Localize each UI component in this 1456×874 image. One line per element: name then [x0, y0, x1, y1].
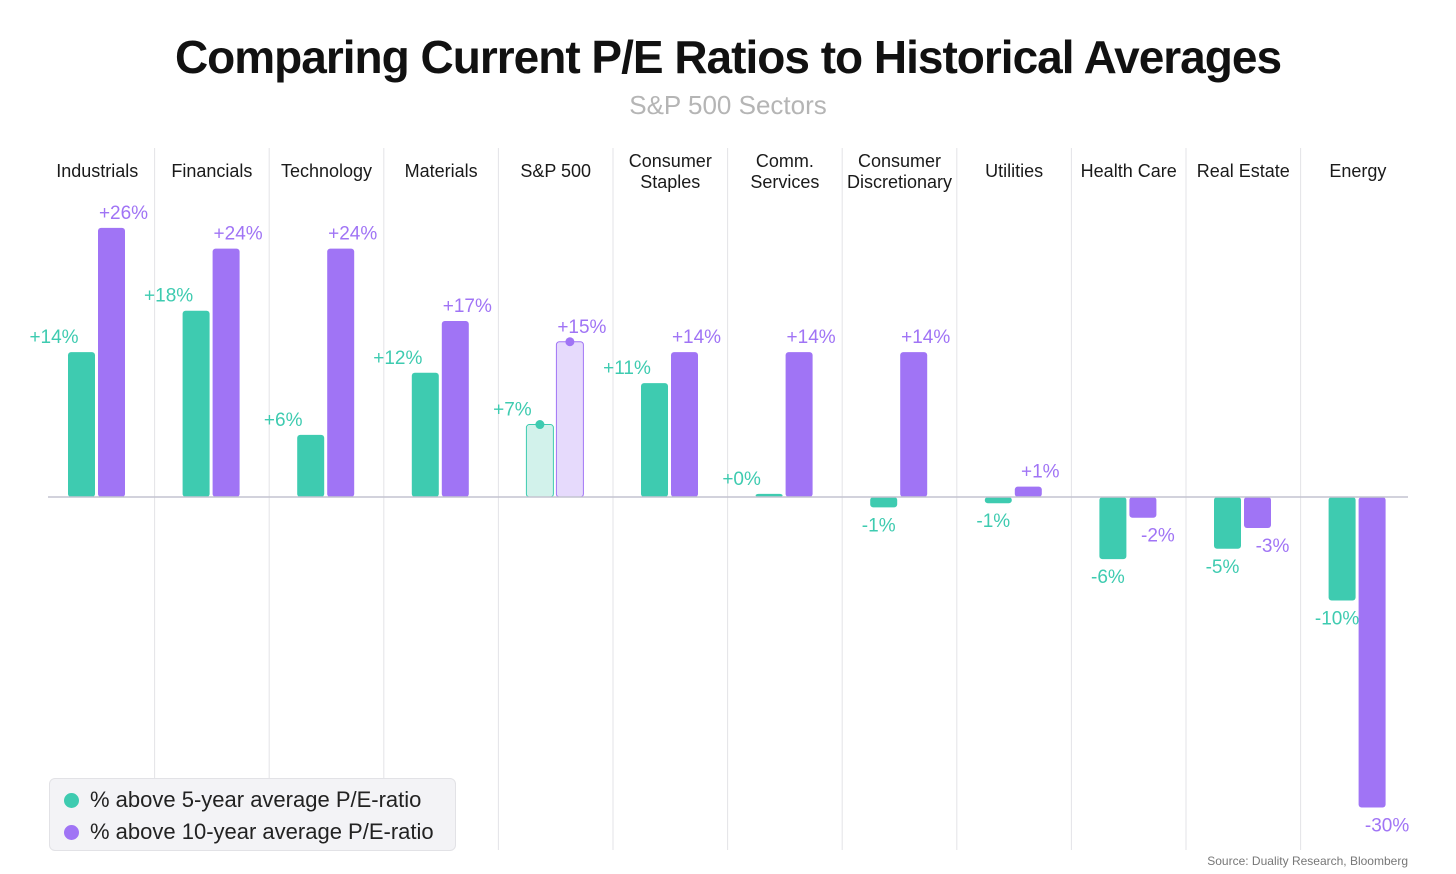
- bar-five-year-comm-services: [755, 493, 783, 497]
- bar-marker-five-year-s-p-500: [535, 420, 545, 430]
- category-label-consumer-discretionary: Consumer: [858, 151, 941, 171]
- value-label-five-year-health-care: -6%: [1091, 567, 1125, 588]
- value-label-five-year-industrials: +14%: [29, 327, 78, 348]
- value-label-ten-year-health-care: -2%: [1141, 526, 1175, 547]
- value-label-five-year-energy: -10%: [1315, 609, 1359, 630]
- value-label-five-year-materials: +12%: [373, 348, 422, 369]
- value-label-ten-year-consumer-staples: +14%: [672, 327, 721, 348]
- category-label-comm-services: Services: [750, 172, 819, 192]
- category-label-utilities: Utilities: [985, 161, 1043, 181]
- bar-five-year-energy: [1328, 497, 1356, 601]
- legend-label-five-year: % above 5-year average P/E-ratio: [90, 787, 422, 812]
- bar-five-year-materials: [411, 372, 439, 497]
- value-label-ten-year-materials: +17%: [443, 296, 492, 317]
- category-label-comm-services: Comm.: [756, 151, 814, 171]
- bar-ten-year-s-p-500: [555, 341, 584, 498]
- bar-ten-year-materials: [441, 321, 469, 497]
- chart-title: Comparing Current P/E Ratios to Historic…: [174, 31, 1282, 83]
- bar-ten-year-industrials: [98, 227, 125, 497]
- legend-label-ten-year: % above 10-year average P/E-ratio: [90, 819, 434, 844]
- category-label-health-care: Health Care: [1081, 161, 1177, 181]
- category-label-consumer-staples: Consumer: [629, 151, 712, 171]
- bar-five-year-real-estate: [1214, 497, 1241, 549]
- bar-ten-year-financials: [212, 248, 240, 497]
- value-label-five-year-comm-services: +0%: [722, 469, 761, 490]
- category-label-real-estate: Real Estate: [1197, 161, 1290, 181]
- value-label-five-year-technology: +6%: [264, 410, 303, 431]
- bar-marker-ten-year-s-p-500: [565, 337, 575, 347]
- value-label-ten-year-s-p-500: +15%: [557, 317, 606, 338]
- value-label-five-year-consumer-discretionary: -1%: [862, 515, 896, 536]
- bar-ten-year-consumer-staples: [671, 352, 698, 497]
- value-label-five-year-s-p-500: +7%: [493, 400, 532, 421]
- category-label-s-p-500: S&P 500: [520, 161, 591, 181]
- source-note: Source: Duality Research, Bloomberg: [1207, 854, 1408, 868]
- category-label-materials: Materials: [405, 161, 478, 181]
- bar-five-year-utilities: [984, 497, 1012, 504]
- legend-swatch-five-year: [64, 792, 79, 808]
- legend: % above 5-year average P/E-ratio % above…: [49, 778, 456, 851]
- bar-five-year-consumer-staples: [641, 383, 668, 497]
- bar-ten-year-technology: [327, 248, 355, 497]
- bar-five-year-health-care: [1099, 497, 1127, 560]
- bar-ten-year-energy: [1358, 497, 1386, 808]
- bar-five-year-technology: [297, 434, 325, 497]
- category-label-consumer-staples: Staples: [640, 172, 700, 192]
- category-label-technology: Technology: [281, 161, 372, 181]
- value-label-ten-year-consumer-discretionary: +14%: [901, 327, 950, 348]
- legend-item-five-year: % above 5-year average P/E-ratio: [64, 787, 421, 813]
- bar-five-year-consumer-discretionary: [870, 497, 898, 508]
- legend-swatch-ten-year: [64, 824, 79, 840]
- value-label-ten-year-energy: -30%: [1365, 816, 1409, 837]
- bar-ten-year-real-estate: [1244, 497, 1271, 529]
- value-label-five-year-utilities: -1%: [976, 511, 1010, 532]
- value-label-five-year-financials: +18%: [144, 286, 193, 307]
- value-label-five-year-real-estate: -5%: [1206, 557, 1240, 578]
- value-label-ten-year-technology: +24%: [328, 224, 377, 245]
- category-label-industrials: Industrials: [56, 161, 138, 181]
- legend-item-ten-year: % above 10-year average P/E-ratio: [64, 819, 434, 845]
- bar-five-year-s-p-500: [525, 424, 554, 498]
- bar-ten-year-utilities: [1014, 486, 1042, 497]
- chart-subtitle: S&P 500 Sectors: [629, 90, 827, 120]
- value-label-ten-year-real-estate: -3%: [1256, 536, 1290, 557]
- value-label-ten-year-financials: +24%: [214, 224, 263, 245]
- bar-five-year-financials: [182, 310, 210, 497]
- bar-five-year-industrials: [68, 352, 95, 497]
- value-label-ten-year-industrials: +26%: [99, 203, 148, 224]
- category-label-energy: Energy: [1329, 161, 1386, 181]
- value-label-ten-year-comm-services: +14%: [787, 327, 836, 348]
- bar-ten-year-comm-services: [785, 352, 813, 497]
- bar-ten-year-health-care: [1129, 497, 1157, 518]
- category-label-consumer-discretionary: Discretionary: [847, 172, 952, 192]
- value-label-five-year-consumer-staples: +11%: [603, 358, 651, 379]
- category-label-financials: Financials: [171, 161, 252, 181]
- value-label-ten-year-utilities: +1%: [1021, 462, 1060, 483]
- bar-ten-year-consumer-discretionary: [900, 352, 928, 497]
